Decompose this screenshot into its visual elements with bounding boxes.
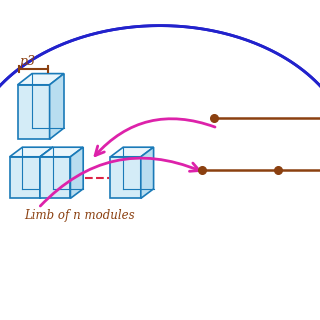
Polygon shape: [70, 147, 83, 198]
Polygon shape: [40, 157, 70, 198]
Text: p3: p3: [19, 55, 35, 68]
Polygon shape: [50, 74, 64, 139]
Text: Limb of n modules: Limb of n modules: [24, 209, 135, 222]
Polygon shape: [141, 147, 154, 198]
Polygon shape: [40, 147, 83, 157]
Polygon shape: [40, 147, 53, 198]
Polygon shape: [18, 85, 50, 139]
Polygon shape: [110, 147, 154, 157]
Polygon shape: [18, 74, 64, 85]
Polygon shape: [10, 157, 40, 198]
Polygon shape: [10, 147, 53, 157]
Polygon shape: [110, 157, 141, 198]
